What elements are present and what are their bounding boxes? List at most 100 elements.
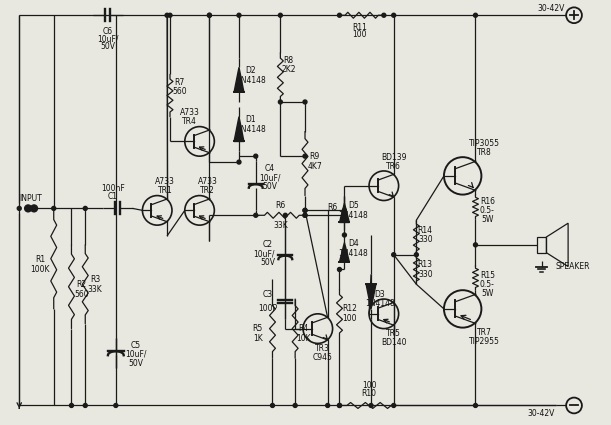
Text: 50V: 50V xyxy=(128,359,143,368)
Circle shape xyxy=(284,213,287,217)
Circle shape xyxy=(326,403,330,408)
Circle shape xyxy=(237,13,241,17)
Text: R12: R12 xyxy=(342,304,357,313)
Text: D1: D1 xyxy=(246,115,256,124)
Text: C2: C2 xyxy=(263,241,273,249)
Text: D4: D4 xyxy=(348,239,359,248)
Text: TR6: TR6 xyxy=(386,162,401,170)
Text: R14: R14 xyxy=(418,226,433,235)
Text: R15: R15 xyxy=(480,271,495,280)
Text: INPUT: INPUT xyxy=(20,194,42,203)
Polygon shape xyxy=(340,203,349,222)
Text: 5W: 5W xyxy=(481,215,494,224)
Text: A733: A733 xyxy=(197,177,218,186)
Text: R16: R16 xyxy=(480,197,495,206)
Circle shape xyxy=(70,403,73,408)
Text: 10uF/: 10uF/ xyxy=(253,249,274,258)
Text: BD139: BD139 xyxy=(381,153,406,162)
Text: 33K: 33K xyxy=(273,221,288,230)
Text: C3: C3 xyxy=(263,289,273,299)
Bar xyxy=(536,237,546,253)
Text: 330: 330 xyxy=(418,270,433,279)
Circle shape xyxy=(254,213,258,217)
Text: 10uF/: 10uF/ xyxy=(259,173,280,182)
Text: R10: R10 xyxy=(362,389,376,398)
Text: 50V: 50V xyxy=(262,182,277,191)
Text: 10K: 10K xyxy=(296,334,310,343)
Circle shape xyxy=(337,267,342,272)
Text: BD140: BD140 xyxy=(381,338,406,347)
Text: 1N4148: 1N4148 xyxy=(236,125,266,134)
Circle shape xyxy=(392,253,396,257)
Text: R7: R7 xyxy=(175,78,185,87)
Circle shape xyxy=(303,213,307,217)
Text: R6: R6 xyxy=(327,203,338,212)
Circle shape xyxy=(382,13,386,17)
Text: C945: C945 xyxy=(313,353,332,362)
Text: A733: A733 xyxy=(180,108,200,117)
Circle shape xyxy=(342,208,346,212)
Text: 560: 560 xyxy=(172,87,187,96)
Text: 1K: 1K xyxy=(253,334,263,343)
Text: 100: 100 xyxy=(362,381,376,390)
Circle shape xyxy=(83,207,87,210)
Text: R6: R6 xyxy=(275,201,285,210)
Text: 100P: 100P xyxy=(258,304,277,313)
Text: TIP3055: TIP3055 xyxy=(469,139,500,148)
Text: C5: C5 xyxy=(131,341,141,350)
Circle shape xyxy=(165,13,169,17)
Circle shape xyxy=(474,13,477,17)
Circle shape xyxy=(392,13,396,17)
Text: R2: R2 xyxy=(76,280,86,289)
Text: R4: R4 xyxy=(298,324,308,333)
Polygon shape xyxy=(366,284,376,309)
Text: 0.5-: 0.5- xyxy=(480,206,495,215)
Circle shape xyxy=(369,403,373,408)
Text: 560: 560 xyxy=(74,289,89,299)
Text: 100nF: 100nF xyxy=(101,184,125,193)
Circle shape xyxy=(24,205,32,212)
Text: R5: R5 xyxy=(252,324,263,333)
Text: 0.5-: 0.5- xyxy=(480,280,495,289)
Circle shape xyxy=(474,403,477,408)
Text: D2: D2 xyxy=(246,66,256,75)
Text: D5: D5 xyxy=(348,201,359,210)
Text: R3: R3 xyxy=(90,275,100,284)
Text: C6: C6 xyxy=(103,26,113,36)
Text: 2K2: 2K2 xyxy=(281,65,296,74)
Polygon shape xyxy=(340,243,349,262)
Text: SPEAKER: SPEAKER xyxy=(556,262,590,271)
Circle shape xyxy=(337,13,342,17)
Circle shape xyxy=(474,243,477,247)
Text: 1N4148: 1N4148 xyxy=(338,249,368,258)
Text: 10uF/: 10uF/ xyxy=(125,350,146,359)
Circle shape xyxy=(414,253,419,257)
Circle shape xyxy=(342,213,346,217)
Polygon shape xyxy=(234,68,244,92)
Text: 30-42V: 30-42V xyxy=(528,409,555,418)
Circle shape xyxy=(168,13,172,17)
Text: TR4: TR4 xyxy=(182,117,197,126)
Text: R1: R1 xyxy=(35,255,45,264)
Circle shape xyxy=(337,403,342,408)
Circle shape xyxy=(342,233,346,237)
Text: TR1: TR1 xyxy=(158,186,172,195)
Text: 1N4148: 1N4148 xyxy=(365,300,395,309)
Polygon shape xyxy=(234,116,244,142)
Circle shape xyxy=(303,208,307,212)
Circle shape xyxy=(52,207,56,210)
Circle shape xyxy=(303,208,307,212)
Circle shape xyxy=(237,160,241,164)
Circle shape xyxy=(83,403,87,408)
Circle shape xyxy=(271,403,274,408)
Circle shape xyxy=(208,13,211,17)
Circle shape xyxy=(17,207,21,210)
Text: 50V: 50V xyxy=(100,42,115,51)
Text: 1N4148: 1N4148 xyxy=(338,211,368,220)
Circle shape xyxy=(254,154,258,158)
Circle shape xyxy=(279,13,282,17)
Text: TR2: TR2 xyxy=(200,186,215,195)
Text: 100: 100 xyxy=(352,31,367,40)
Text: 100: 100 xyxy=(342,314,357,323)
Text: D3: D3 xyxy=(375,289,386,299)
